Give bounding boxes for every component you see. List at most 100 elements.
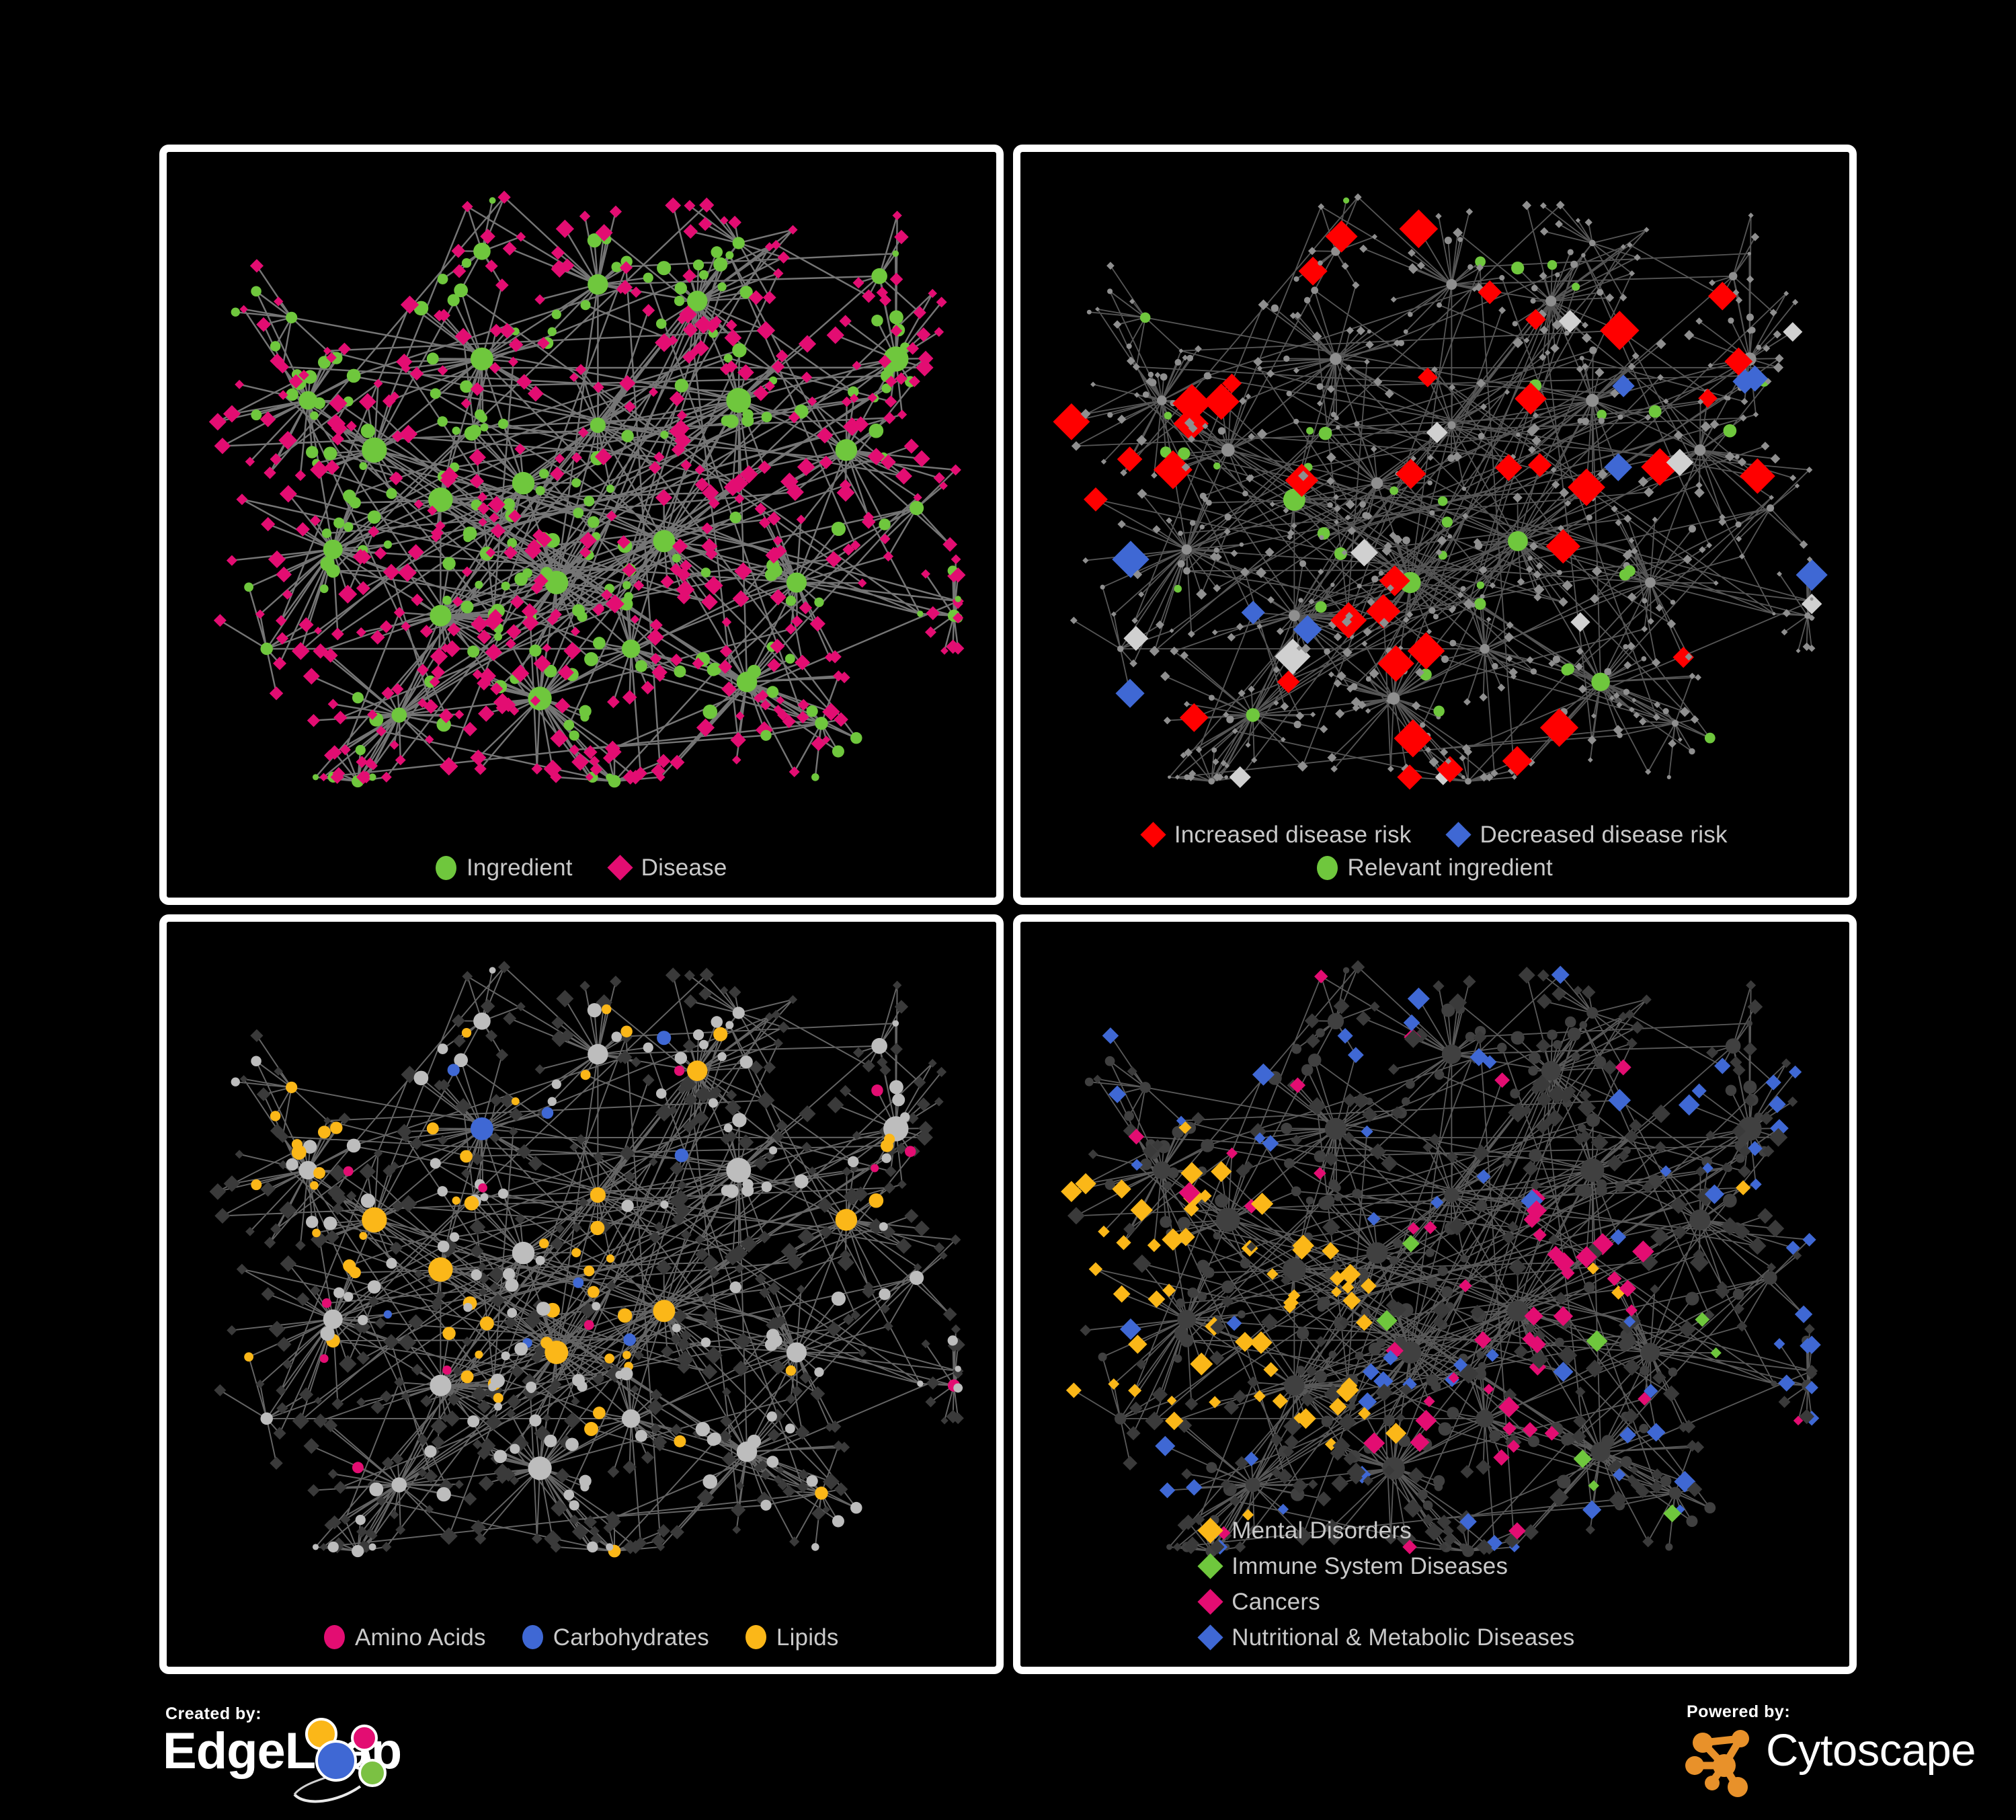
graph-node[interactable] <box>1142 391 1149 398</box>
graph-node[interactable] <box>1088 1261 1102 1276</box>
graph-node[interactable] <box>1445 279 1457 290</box>
graph-node[interactable] <box>235 379 244 389</box>
graph-node[interactable] <box>1282 1257 1306 1281</box>
graph-node[interactable] <box>1734 521 1742 528</box>
graph-node[interactable] <box>1742 1041 1757 1056</box>
graph-node[interactable] <box>1583 1281 1595 1293</box>
graph-node[interactable] <box>1359 244 1367 253</box>
graph-node[interactable] <box>533 654 551 672</box>
graph-node[interactable] <box>1521 200 1531 210</box>
graph-node[interactable] <box>1646 1422 1666 1441</box>
graph-node[interactable] <box>310 1181 319 1190</box>
graph-node[interactable] <box>1223 775 1228 779</box>
graph-node[interactable] <box>398 1333 417 1351</box>
graph-node[interactable] <box>1765 1074 1781 1091</box>
graph-node[interactable] <box>579 980 590 991</box>
graph-node[interactable] <box>1307 247 1316 255</box>
graph-node[interactable] <box>1666 619 1676 629</box>
graph-node[interactable] <box>1250 756 1257 764</box>
legend-item[interactable]: Increased disease risk <box>1140 821 1412 848</box>
graph-node[interactable] <box>794 404 809 419</box>
graph-node[interactable] <box>1240 567 1250 577</box>
graph-node[interactable] <box>1119 1318 1141 1340</box>
graph-node[interactable] <box>1574 662 1583 671</box>
graph-node[interactable] <box>871 1037 887 1054</box>
graph-node[interactable] <box>1694 674 1701 681</box>
graph-node[interactable] <box>489 197 496 204</box>
graph-node[interactable] <box>1556 1474 1570 1489</box>
graph-node[interactable] <box>725 1021 734 1029</box>
graph-node[interactable] <box>880 454 896 470</box>
graph-node[interactable] <box>670 1524 684 1539</box>
graph-node[interactable] <box>497 1188 509 1199</box>
graph-node[interactable] <box>1361 640 1367 647</box>
graph-node[interactable] <box>1737 457 1746 467</box>
graph-node[interactable] <box>428 1257 453 1282</box>
graph-node[interactable] <box>789 1536 800 1547</box>
graph-node[interactable] <box>916 1128 933 1146</box>
graph-node[interactable] <box>260 1181 276 1197</box>
graph-node[interactable] <box>725 319 737 331</box>
graph-node[interactable] <box>1338 1413 1357 1431</box>
graph-node[interactable] <box>1722 424 1736 438</box>
graph-node[interactable] <box>1297 470 1309 481</box>
graph-node[interactable] <box>702 1474 718 1489</box>
graph-node[interactable] <box>606 1254 615 1263</box>
graph-node[interactable] <box>1224 513 1232 521</box>
graph-node[interactable] <box>260 642 273 656</box>
graph-node[interactable] <box>1567 249 1574 255</box>
graph-node[interactable] <box>665 967 681 983</box>
graph-node[interactable] <box>590 762 603 776</box>
graph-node[interactable] <box>386 1257 397 1269</box>
graph-node[interactable] <box>417 1468 428 1478</box>
graph-node[interactable] <box>270 1110 281 1121</box>
graph-node[interactable] <box>1709 420 1719 430</box>
graph-node[interactable] <box>1122 1455 1137 1470</box>
graph-node[interactable] <box>615 1370 624 1379</box>
graph-node[interactable] <box>825 1320 842 1337</box>
graph-node[interactable] <box>325 1229 339 1244</box>
panel-nutrient-class[interactable]: Amino Acids Carbohydrates Lipids <box>159 914 1004 1674</box>
graph-node[interactable] <box>921 569 930 579</box>
graph-node[interactable] <box>280 1255 297 1272</box>
graph-node[interactable] <box>1221 443 1235 457</box>
graph-node[interactable] <box>327 699 339 710</box>
graph-node[interactable] <box>698 987 712 1000</box>
graph-node[interactable] <box>1459 754 1466 762</box>
graph-node[interactable] <box>917 610 924 617</box>
graph-node[interactable] <box>461 200 473 212</box>
graph-node[interactable] <box>362 437 387 463</box>
graph-node[interactable] <box>1387 765 1394 773</box>
graph-node[interactable] <box>619 374 636 392</box>
graph-node[interactable] <box>1274 638 1311 674</box>
graph-node[interactable] <box>323 1309 343 1329</box>
graph-node[interactable] <box>683 1092 698 1107</box>
graph-node[interactable] <box>437 365 448 376</box>
graph-node[interactable] <box>1787 1096 1798 1107</box>
graph-node[interactable] <box>1433 614 1439 620</box>
graph-node[interactable] <box>1180 752 1186 759</box>
graph-node[interactable] <box>1639 1365 1650 1376</box>
graph-node[interactable] <box>317 356 331 369</box>
graph-node[interactable] <box>1295 1365 1305 1374</box>
graph-node[interactable] <box>312 774 319 781</box>
graph-node[interactable] <box>1363 627 1372 637</box>
graph-node[interactable] <box>1739 458 1775 494</box>
graph-node[interactable] <box>579 546 592 559</box>
graph-node[interactable] <box>1342 966 1349 974</box>
graph-node[interactable] <box>607 695 620 709</box>
graph-node[interactable] <box>1367 1212 1381 1226</box>
graph-node[interactable] <box>1551 319 1562 330</box>
graph-node[interactable] <box>1106 411 1113 418</box>
graph-node[interactable] <box>1166 1395 1176 1405</box>
graph-node[interactable] <box>1342 197 1349 204</box>
graph-node[interactable] <box>797 1228 815 1245</box>
graph-node[interactable] <box>430 647 448 666</box>
graph-node[interactable] <box>897 1179 907 1189</box>
graph-node[interactable] <box>227 1324 237 1335</box>
graph-node[interactable] <box>811 736 826 752</box>
graph-node[interactable] <box>1209 1318 1225 1335</box>
graph-node[interactable] <box>940 1416 949 1425</box>
graph-node[interactable] <box>1628 537 1634 544</box>
graph-node[interactable] <box>1806 556 1812 563</box>
